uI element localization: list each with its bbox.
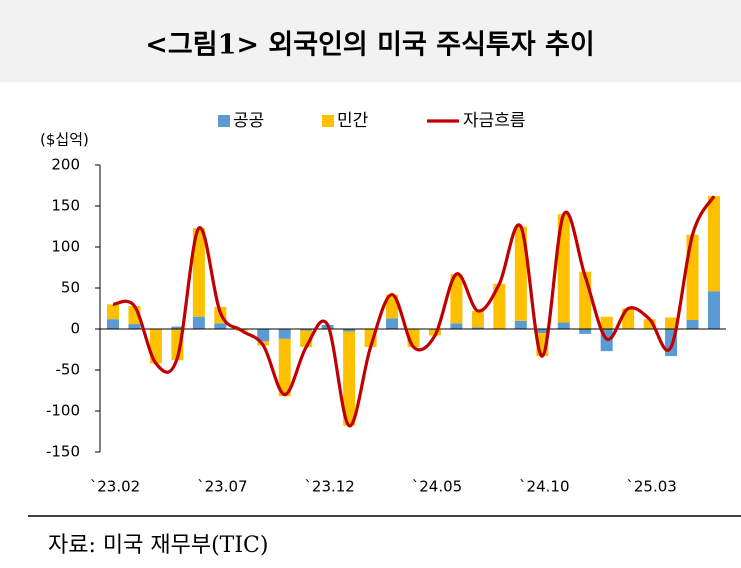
bar <box>107 304 119 320</box>
y-axis-label: ($십억) <box>40 131 89 149</box>
x-tick-label: `24.05 <box>412 478 462 496</box>
bar <box>471 310 484 328</box>
bar <box>493 283 506 329</box>
bar <box>643 319 656 329</box>
bar <box>514 226 527 321</box>
legend-label: 민간 <box>337 111 369 131</box>
bar <box>343 329 356 332</box>
bar <box>128 324 141 329</box>
y-tick-label: 50 <box>61 279 80 297</box>
source: 자료: 미국 재무부(TIC) <box>48 533 268 558</box>
bar <box>557 214 570 323</box>
legend-swatch <box>218 115 230 127</box>
bar <box>343 331 356 426</box>
y-tick-label: 100 <box>51 238 80 256</box>
bar <box>300 329 313 331</box>
bar <box>214 323 227 329</box>
x-tick-label: `24.10 <box>519 478 569 496</box>
bar <box>107 319 119 329</box>
bar <box>579 329 592 334</box>
bar <box>600 316 613 329</box>
bar <box>386 318 399 329</box>
y-tick-label: 0 <box>70 320 80 338</box>
x-tick-label: `23.12 <box>304 478 354 496</box>
x-tick-label: `23.02 <box>90 478 140 496</box>
y-tick-label: -50 <box>56 361 81 379</box>
bar <box>171 326 184 329</box>
bar <box>665 317 678 329</box>
title-box <box>0 0 741 82</box>
bar <box>708 196 720 292</box>
bar <box>386 294 399 319</box>
chart-title: <그림1> 외국인의 미국 주식투자 추이 <box>145 30 594 61</box>
bar <box>192 228 205 317</box>
bar <box>557 322 570 329</box>
bar <box>257 329 270 342</box>
bar <box>514 320 527 329</box>
bar <box>708 291 720 329</box>
x-tick-label: `25.03 <box>626 478 676 496</box>
y-tick-label: 200 <box>51 156 80 174</box>
bar <box>686 319 699 329</box>
y-tick-label: 150 <box>51 197 80 215</box>
line <box>112 195 716 428</box>
bar <box>536 329 549 334</box>
bar <box>450 274 463 324</box>
bar <box>278 338 291 397</box>
legend-label: 자금흐름 <box>463 111 526 131</box>
bar <box>450 323 463 329</box>
y-tick-label: -100 <box>46 402 80 420</box>
legend-swatch <box>322 115 334 127</box>
x-tick-label: `23.07 <box>197 478 247 496</box>
bar <box>471 327 484 329</box>
legend-label: 공공 <box>233 111 264 131</box>
y-tick-label: -150 <box>46 443 80 461</box>
bar <box>192 316 205 329</box>
bar <box>278 329 291 339</box>
